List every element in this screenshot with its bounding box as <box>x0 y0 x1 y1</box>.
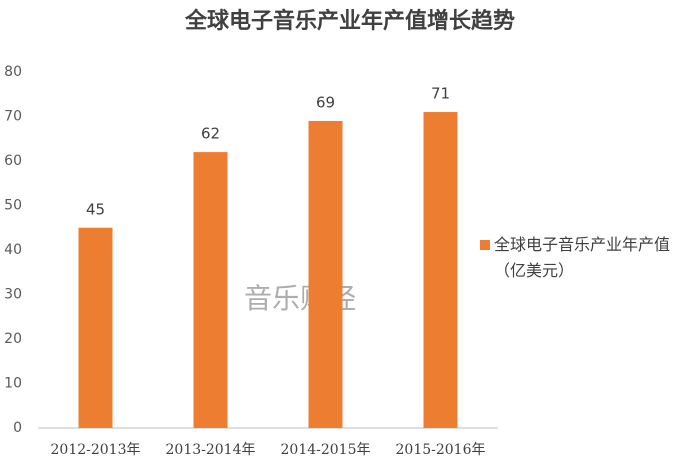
x-tick-label: 2014-2015年 <box>281 442 371 458</box>
data-label: 71 <box>431 85 450 103</box>
x-tick-label: 2013-2014年 <box>166 442 256 458</box>
y-tick-label: 0 <box>13 420 22 436</box>
y-tick-label: 70 <box>4 109 22 125</box>
legend-label: 全球电子音乐产业年产值（亿美元） <box>494 235 671 280</box>
legend: 全球电子音乐产业年产值（亿美元） <box>480 232 670 284</box>
bar <box>308 120 343 428</box>
y-tick-label: 40 <box>4 242 22 258</box>
y-tick-label: 60 <box>4 153 22 169</box>
y-tick-label: 30 <box>4 287 22 303</box>
bar <box>78 227 113 428</box>
legend-swatch <box>480 240 490 250</box>
data-label: 62 <box>201 125 220 143</box>
y-tick-label: 80 <box>4 64 22 80</box>
data-label: 45 <box>86 200 105 218</box>
y-tick-label: 20 <box>4 331 22 347</box>
x-tick-label: 2015-2016年 <box>396 442 486 458</box>
data-label: 69 <box>316 93 335 111</box>
chart-title: 全球电子音乐产业年产值增长趋势 <box>184 8 515 34</box>
bar <box>193 152 228 428</box>
y-tick-label: 50 <box>4 198 22 214</box>
y-tick-label: 10 <box>4 376 22 392</box>
bar <box>423 112 458 429</box>
x-tick-label: 2012-2013年 <box>51 442 141 458</box>
